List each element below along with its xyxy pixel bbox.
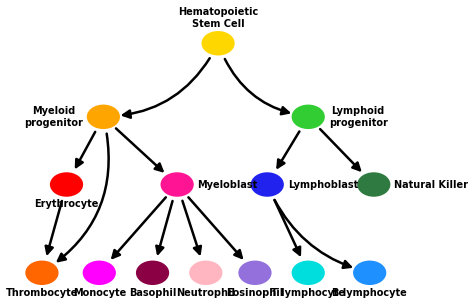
- Text: Eosinophil: Eosinophil: [227, 288, 283, 297]
- Circle shape: [292, 262, 324, 284]
- Text: Myeloid
progenitor: Myeloid progenitor: [24, 106, 83, 127]
- Circle shape: [354, 262, 385, 284]
- Circle shape: [239, 262, 271, 284]
- Circle shape: [27, 262, 57, 284]
- Text: B lymphocyte: B lymphocyte: [332, 288, 407, 297]
- Text: Hematopoietic
Stem Cell: Hematopoietic Stem Cell: [178, 7, 258, 29]
- Text: Lymphoblast: Lymphoblast: [288, 180, 358, 189]
- Text: Myeloblast: Myeloblast: [198, 180, 258, 189]
- Circle shape: [51, 173, 82, 196]
- Circle shape: [202, 32, 234, 54]
- Text: Lymphoid
progenitor: Lymphoid progenitor: [328, 106, 388, 127]
- Text: Monocyte: Monocyte: [73, 288, 126, 297]
- Text: Natural Killer: Natural Killer: [394, 180, 468, 189]
- Circle shape: [252, 173, 283, 196]
- Text: Neutrophil: Neutrophil: [176, 288, 235, 297]
- Circle shape: [190, 262, 221, 284]
- Circle shape: [162, 173, 193, 196]
- Circle shape: [358, 173, 389, 196]
- Circle shape: [292, 106, 324, 128]
- Text: Erythrocyte: Erythrocyte: [34, 199, 99, 209]
- Circle shape: [137, 262, 168, 284]
- Text: Thrombocyte: Thrombocyte: [6, 288, 78, 297]
- Circle shape: [88, 106, 119, 128]
- Text: Basophil: Basophil: [129, 288, 176, 297]
- Text: T lymphocyte: T lymphocyte: [271, 288, 345, 297]
- Circle shape: [84, 262, 115, 284]
